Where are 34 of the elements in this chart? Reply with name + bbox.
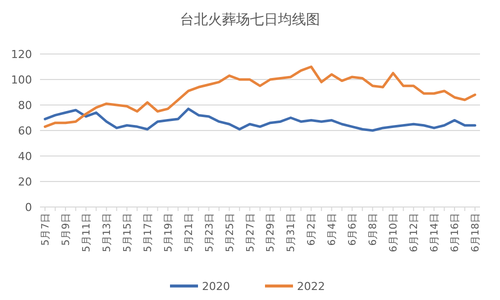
y-tick-label: 40 [18, 150, 32, 163]
legend-label: 2022 [297, 280, 325, 293]
x-tick-label: 6月8日 [368, 213, 380, 246]
x-tick-label: 5月27日 [245, 213, 256, 252]
x-tick-label: 6月10日 [388, 213, 400, 252]
x-tick-label: 5月21日 [184, 213, 195, 252]
x-tick-label: 6月4日 [327, 213, 338, 246]
x-tick-label: 5月17日 [142, 213, 154, 252]
x-tick-label: 5月19日 [163, 213, 174, 252]
x-tick-label: 5月29日 [266, 213, 277, 252]
chart-title: 台北火葬场七日均线图 [180, 12, 320, 28]
y-tick-label: 60 [18, 124, 32, 138]
x-tick-label: 5月23日 [204, 213, 216, 252]
x-tick-label: 5月13日 [102, 213, 113, 252]
x-tick-label: 5月11日 [81, 213, 92, 252]
x-tick-label: 5月7日 [40, 213, 52, 246]
x-tick-label: 6月6日 [348, 213, 359, 246]
y-tick-label: 100 [11, 73, 32, 86]
y-tick-label: 0 [25, 200, 32, 214]
x-tick-label: 5月25日 [224, 213, 236, 252]
x-tick-label: 6月18日 [470, 213, 482, 252]
x-tick-label: 5月31日 [286, 213, 298, 252]
y-tick-label: 120 [11, 48, 32, 61]
x-tick-label: 5月9日 [60, 213, 72, 246]
x-tick-label: 6月16日 [450, 213, 462, 252]
line-series [44, 108, 476, 132]
x-tick-label: 5月15日 [122, 213, 134, 252]
x-tick-label: 6月2日 [306, 213, 318, 246]
legend-label: 2020 [202, 280, 230, 293]
line-series [44, 66, 476, 128]
x-tick-label: 6月14日 [430, 213, 441, 252]
x-tick-label: 6月12日 [409, 213, 420, 252]
y-tick-label: 80 [18, 98, 32, 112]
y-tick-label: 20 [18, 175, 32, 188]
